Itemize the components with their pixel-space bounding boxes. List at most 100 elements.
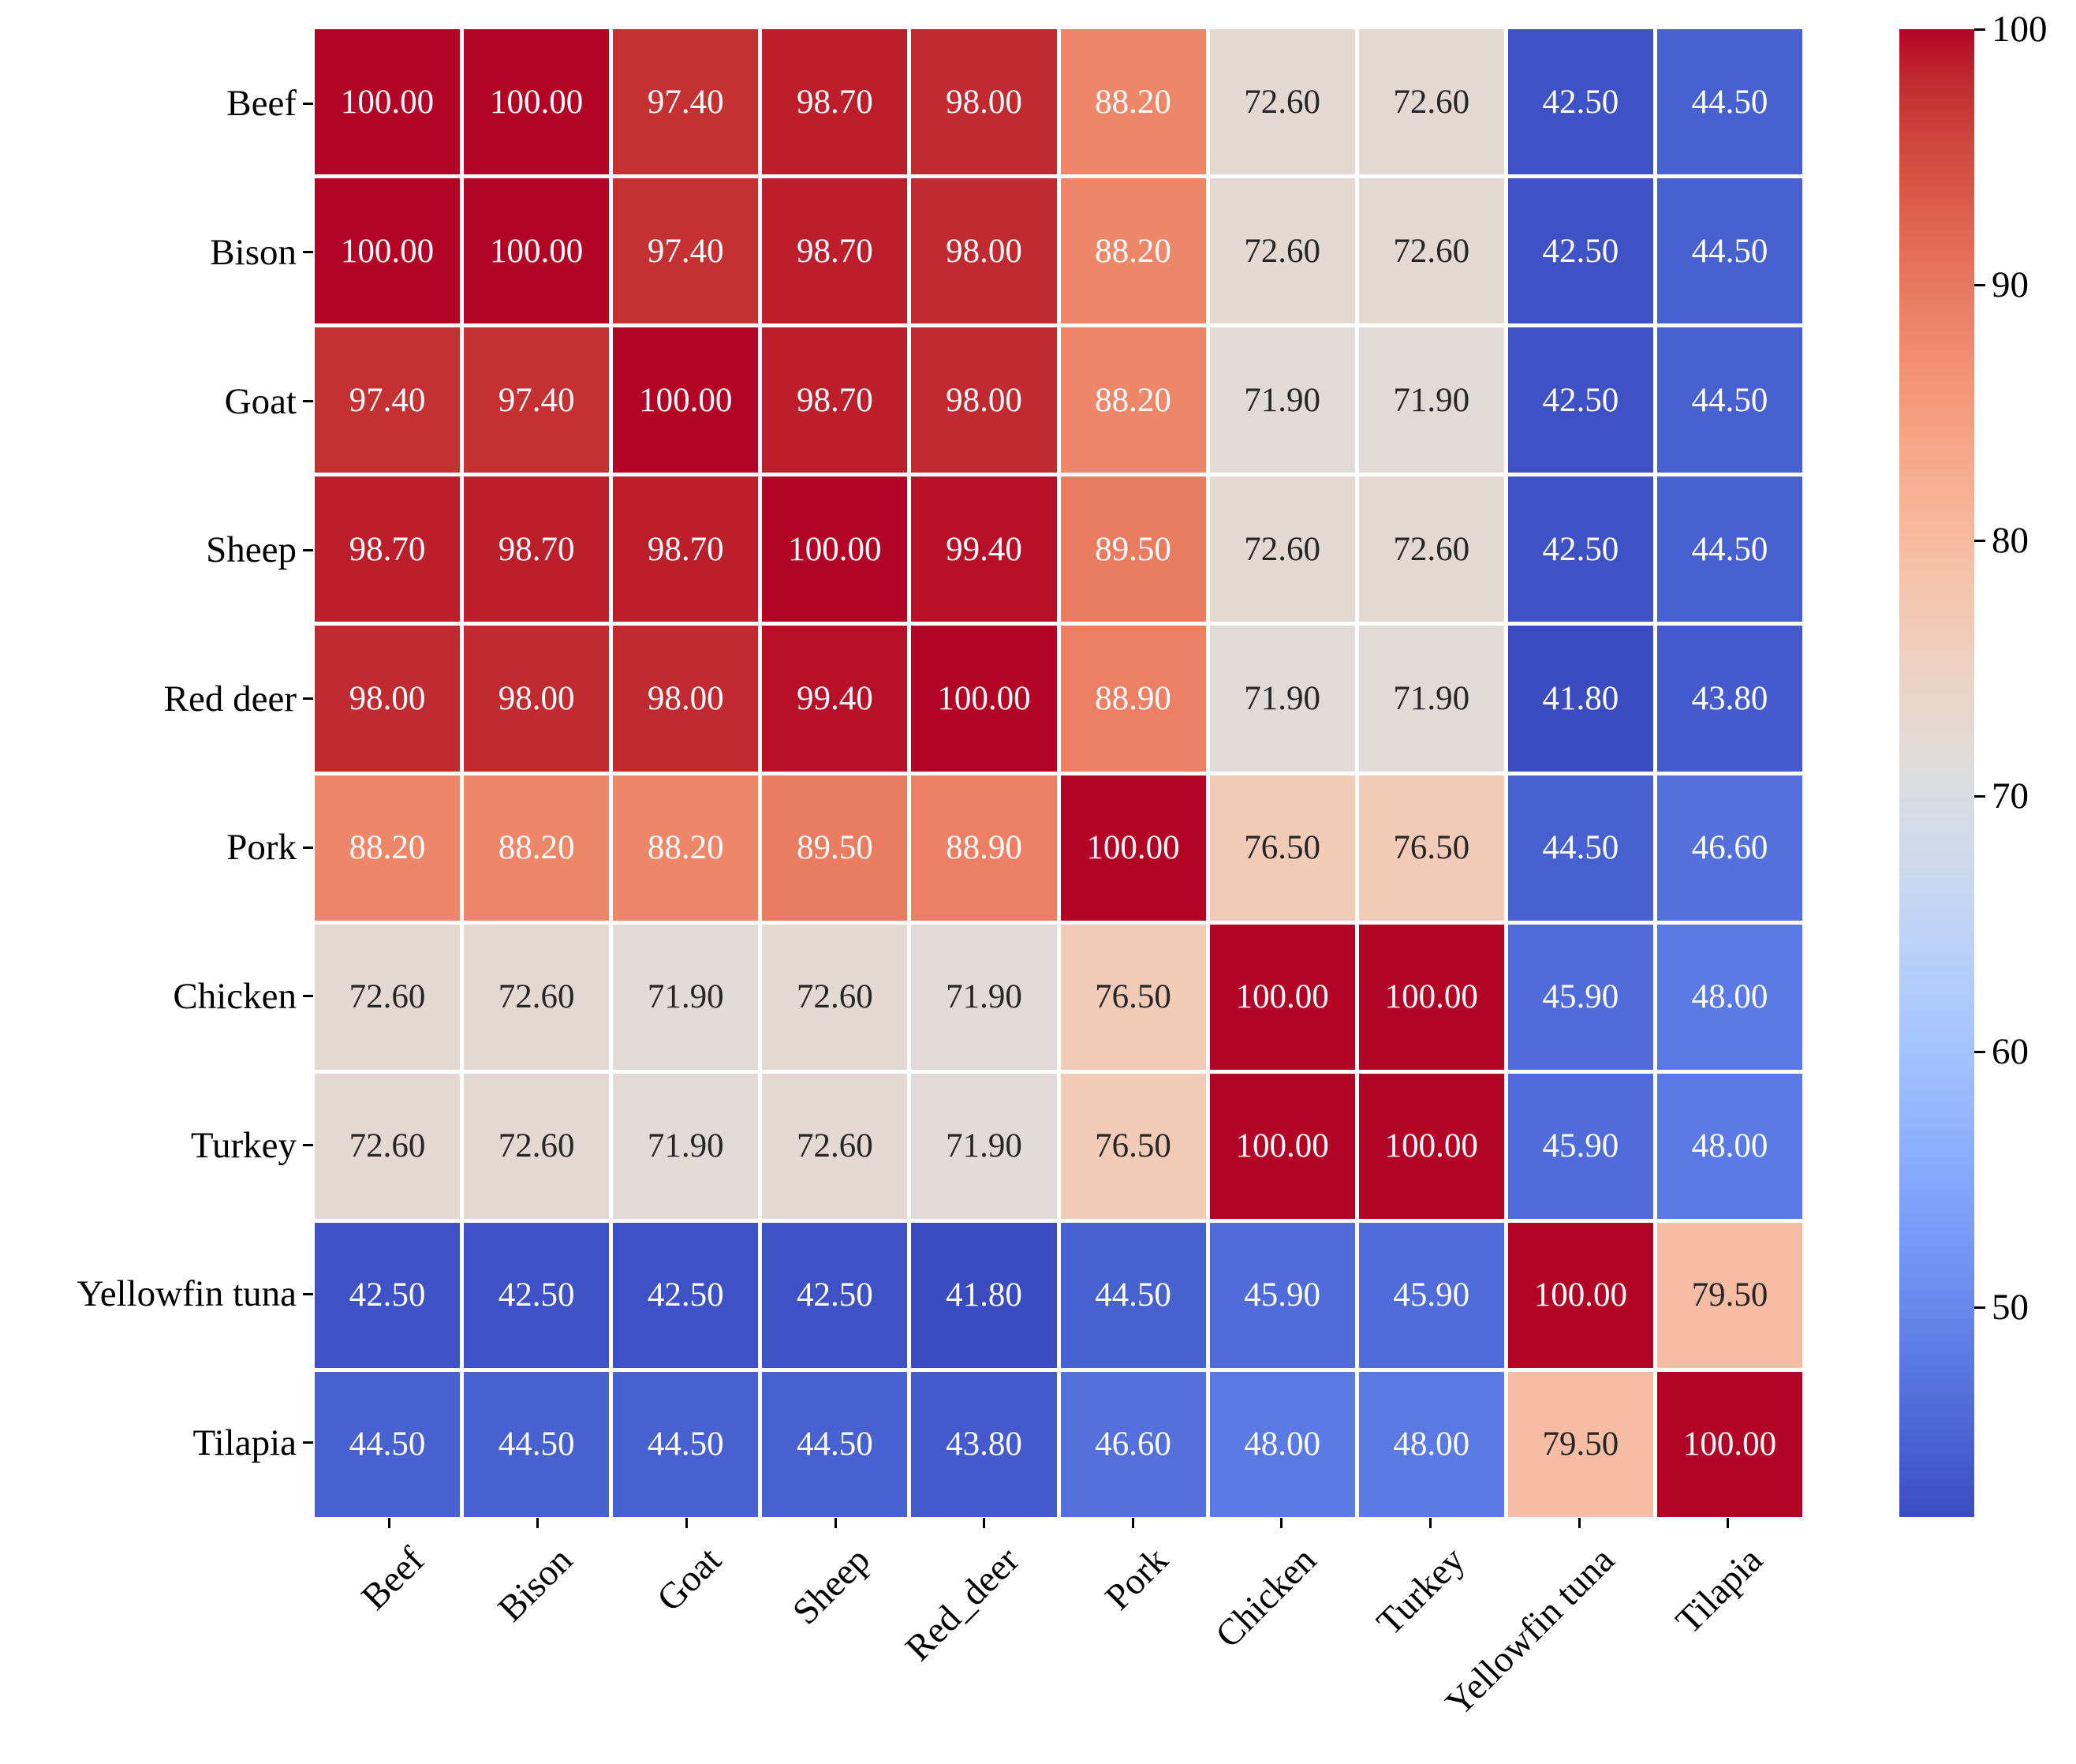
- colorbar-tick-label: 80: [1992, 520, 2029, 562]
- heatmap-cell: 98.00: [315, 626, 461, 772]
- heatmap-cell: 98.00: [911, 178, 1057, 324]
- heatmap-cell: 42.50: [1507, 327, 1653, 473]
- heatmap-cell: 98.70: [315, 477, 461, 622]
- heatmap-cell: 44.50: [1507, 775, 1653, 921]
- heatmap-cell: 98.00: [613, 626, 759, 772]
- heatmap-cell: 100.00: [464, 178, 610, 324]
- heatmap-cell: 99.40: [762, 626, 908, 772]
- heatmap-cell: 76.50: [1209, 775, 1355, 921]
- heatmap-cell: 72.60: [1209, 477, 1355, 622]
- heatmap-cell: 89.50: [762, 775, 908, 921]
- colorbar-tick-label: 70: [1992, 775, 2029, 817]
- heatmap-cell: 44.50: [1060, 1222, 1206, 1368]
- heatmap-cell: 48.00: [1358, 1371, 1504, 1517]
- heatmap-cell: 100.00: [1358, 1073, 1504, 1219]
- x-tick-mark: [1131, 1518, 1134, 1528]
- heatmap-cell: 71.90: [911, 924, 1057, 1070]
- colorbar-tick-mark: [1974, 539, 1985, 542]
- heatmap-cell: 98.70: [613, 477, 759, 622]
- heatmap-cell: 76.50: [1060, 924, 1206, 1070]
- y-tick-mark: [303, 400, 313, 402]
- x-tick-mark: [1727, 1518, 1730, 1528]
- heatmap-cell: 97.40: [464, 327, 610, 473]
- heatmap-cell: 100.00: [315, 29, 461, 175]
- y-tick-label: Turkey: [190, 1124, 297, 1166]
- heatmap-cell: 79.50: [1507, 1371, 1653, 1517]
- heatmap-cell: 42.50: [1507, 477, 1653, 622]
- heatmap-cell: 100.00: [315, 178, 461, 324]
- heatmap-cell: 88.20: [1060, 29, 1206, 175]
- x-tick-mark: [1280, 1518, 1283, 1528]
- heatmap-cell: 44.50: [464, 1371, 610, 1517]
- heatmap-cell: 48.00: [1209, 1371, 1355, 1517]
- heatmap-cell: 97.40: [613, 29, 759, 175]
- colorbar-tick-label: 60: [1992, 1031, 2029, 1073]
- colorbar-tick-mark: [1974, 28, 1985, 31]
- heatmap-cell: 45.90: [1358, 1222, 1504, 1368]
- heatmap-cell: 98.00: [911, 29, 1057, 175]
- colorbar-tick-mark: [1974, 1306, 1985, 1309]
- colorbar-tick-label: 100: [1992, 9, 2048, 50]
- heatmap-cell: 79.50: [1656, 1222, 1802, 1368]
- heatmap-cell: 41.80: [1507, 626, 1653, 772]
- heatmap-cell: 100.00: [613, 327, 759, 473]
- heatmap-cell: 98.70: [464, 477, 610, 622]
- y-tick-label: Tilapia: [192, 1422, 297, 1463]
- heatmap-cell: 44.50: [1656, 29, 1802, 175]
- heatmap-cell: 99.40: [911, 477, 1057, 622]
- heatmap-cell: 88.90: [911, 775, 1057, 921]
- heatmap-cell: 88.20: [315, 775, 461, 921]
- heatmap-cell: 88.20: [1060, 178, 1206, 324]
- y-tick-mark: [303, 697, 313, 701]
- colorbar-tick-label: 50: [1992, 1287, 2029, 1329]
- heatmap-cell: 72.60: [1209, 29, 1355, 175]
- heatmap-cell: 100.00: [1656, 1371, 1802, 1517]
- heatmap-cell: 100.00: [1358, 924, 1504, 1070]
- heatmap-cell: 44.50: [1656, 178, 1802, 324]
- heatmap-cell: 76.50: [1060, 1073, 1206, 1219]
- y-tick-mark: [303, 1144, 313, 1146]
- heatmap-cell: 72.60: [1358, 29, 1504, 175]
- heatmap-cell: 100.00: [1060, 775, 1206, 921]
- heatmap-cell: 71.90: [1358, 626, 1504, 772]
- heatmap-cell: 71.90: [1209, 327, 1355, 473]
- heatmap-cell: 72.60: [762, 924, 908, 1070]
- heatmap-cell: 44.50: [762, 1371, 908, 1517]
- y-tick-label: Bison: [210, 231, 297, 273]
- heatmap-cell: 71.90: [613, 1073, 759, 1219]
- heatmap-cell: 45.90: [1507, 1073, 1653, 1219]
- heatmap-cell: 72.60: [315, 1073, 461, 1219]
- heatmap-cell: 41.80: [911, 1222, 1057, 1368]
- heatmap-cell: 97.40: [613, 178, 759, 324]
- colorbar: [1899, 29, 1974, 1517]
- x-tick-label: Beef: [353, 1539, 432, 1618]
- heatmap-cell: 42.50: [464, 1222, 610, 1368]
- x-tick-mark: [387, 1518, 390, 1528]
- x-tick-mark: [834, 1518, 837, 1528]
- heatmap-cell: 42.50: [315, 1222, 461, 1368]
- heatmap-cell: 42.50: [613, 1222, 759, 1368]
- x-tick-label: Tilapia: [1668, 1539, 1771, 1643]
- heatmap-cell: 72.60: [315, 924, 461, 1070]
- heatmap-cell: 72.60: [1209, 178, 1355, 324]
- colorbar-tick-label: 90: [1992, 264, 2029, 306]
- heatmap-cell: 43.80: [911, 1371, 1057, 1517]
- x-tick-mark: [1429, 1518, 1432, 1528]
- x-tick-label: Chicken: [1208, 1539, 1325, 1656]
- heatmap-cell: 98.70: [762, 178, 908, 324]
- heatmap-cell: 98.70: [762, 29, 908, 175]
- heatmap-cell: 44.50: [613, 1371, 759, 1517]
- x-tick-label: Pork: [1096, 1539, 1176, 1618]
- y-tick-mark: [303, 995, 313, 998]
- heatmap-cell: 88.20: [464, 775, 610, 921]
- x-tick-label: Red_deer: [897, 1539, 1027, 1669]
- heatmap-cell: 97.40: [315, 327, 461, 473]
- y-tick-mark: [303, 1441, 313, 1444]
- heatmap-cell: 44.50: [1656, 327, 1802, 473]
- heatmap-cell: 42.50: [1507, 178, 1653, 324]
- y-tick-label: Pork: [226, 827, 297, 869]
- y-tick-mark: [303, 251, 313, 254]
- heatmap-cell: 100.00: [762, 477, 908, 622]
- heatmap-cell: 42.50: [1507, 29, 1653, 175]
